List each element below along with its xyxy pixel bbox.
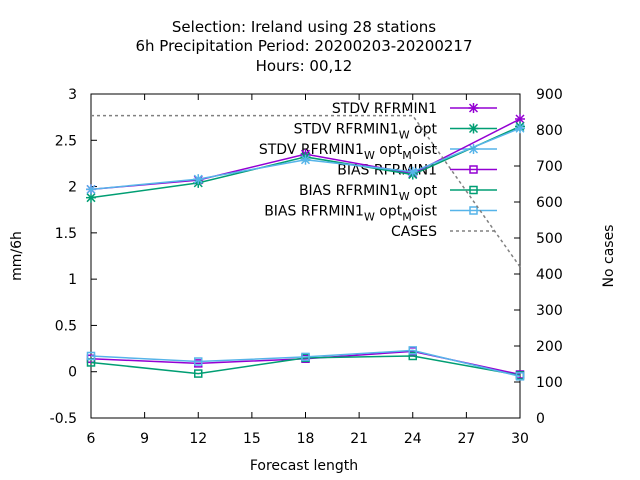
x-tick-label: 12 [189,431,207,447]
y2-tick-label: 700 [536,159,563,175]
legend-label: STDV RFRMIN1W optMoist [259,142,438,162]
y2-tick-label: 100 [536,375,563,391]
x-tick-label: 9 [140,431,149,447]
y-tick-label: 3 [68,87,77,103]
legend-text: BIAS RFRMIN1 [299,183,399,199]
data-point [515,372,525,381]
legend-sample-marker [468,103,479,113]
data-point [407,166,418,177]
y2-tick-label: 300 [536,303,563,319]
legend-subscript: W [364,149,375,162]
x-tick-label: 15 [243,431,261,447]
series-line [90,355,521,377]
series-2 [86,123,525,195]
legend-label: CASES [391,224,437,240]
legend-subscript: M [402,211,412,224]
data-point [86,351,96,361]
y2-tick-label: 500 [536,231,563,247]
y-tick-label: 2 [68,180,77,196]
title-line-1: Selection: Ireland using 28 stations [172,18,436,36]
legend-text: opt [375,142,403,158]
series-line [90,349,521,378]
legend-text: STDV RFRMIN1 [294,122,399,138]
legend-sample-marker [469,185,478,195]
legend-label: BIAS RFRMIN1W optMoist [264,204,437,224]
data-point [194,357,203,366]
data-point [86,192,96,203]
data-point [300,154,311,165]
series-5 [86,346,525,381]
y-tick-label: 1 [68,272,77,288]
y2-axis-label: No cases [601,225,617,288]
legend-sample-marker [469,165,478,174]
legend-text: oist [412,142,438,158]
y-axis-label: mm/6h [9,231,25,281]
chart-title: Selection: Ireland using 28 stations 6h … [135,18,472,75]
x-axis-label: Forecast length [250,458,358,474]
x-tick-label: 21 [350,431,368,447]
data-point [515,123,525,134]
y-tick-label: 2.5 [55,133,77,149]
legend-label: BIAS RFRMIN1W opt [299,183,438,203]
y-tick-label: 0 [68,365,77,381]
data-point [408,346,417,355]
y-tick-label: -0.5 [50,411,77,427]
axes-layer: 6 9 12 15 18 21 24 27 30-0.500.511.522.530100200… [50,87,563,447]
legend-text: oist [412,204,438,220]
data-point [193,174,204,185]
y2-tick-label: 0 [536,411,545,427]
legend-subscript: W [399,129,410,142]
data-point [408,351,417,361]
y2-tick-label: 200 [536,339,563,355]
title-line-3: Hours: 00,12 [256,57,353,75]
data-point [194,369,203,378]
x-tick-label: 6 [87,431,96,447]
data-point [301,352,310,362]
y2-tick-label: 800 [536,123,563,139]
y-tick-label: 1.5 [55,226,77,242]
series-layer [86,113,525,381]
title-line-2: 6h Precipitation Period: 20200203-202002… [135,37,472,55]
legend-label: STDV RFRMIN1 [332,101,437,117]
data-point [86,184,96,195]
y-tick-label: 0.5 [55,318,77,334]
legend-sample-marker [469,206,478,215]
legend-text: STDV RFRMIN1 [259,142,364,158]
legend-text: CASES [391,224,437,240]
legend-sample-marker [468,123,479,134]
legend-text: opt [375,204,403,220]
x-tick-label: 24 [404,431,422,447]
legend-subscript: M [402,149,412,162]
legend-text: opt [410,122,438,138]
y2-tick-label: 900 [536,87,563,103]
series-3 [86,347,525,379]
legend-text: BIAS RFRMIN1 [264,204,364,220]
legend-text: STDV RFRMIN1 [332,101,437,117]
x-tick-label: 18 [297,431,315,447]
legend-text: opt [410,183,438,199]
legend-subscript: W [399,190,410,203]
x-tick-label: 30 [511,431,529,447]
legend-subscript: W [364,211,375,224]
x-tick-label: 27 [457,431,475,447]
legend-label: STDV RFRMIN1W opt [294,122,438,142]
y2-tick-label: 400 [536,267,563,283]
y2-tick-label: 600 [536,195,563,211]
